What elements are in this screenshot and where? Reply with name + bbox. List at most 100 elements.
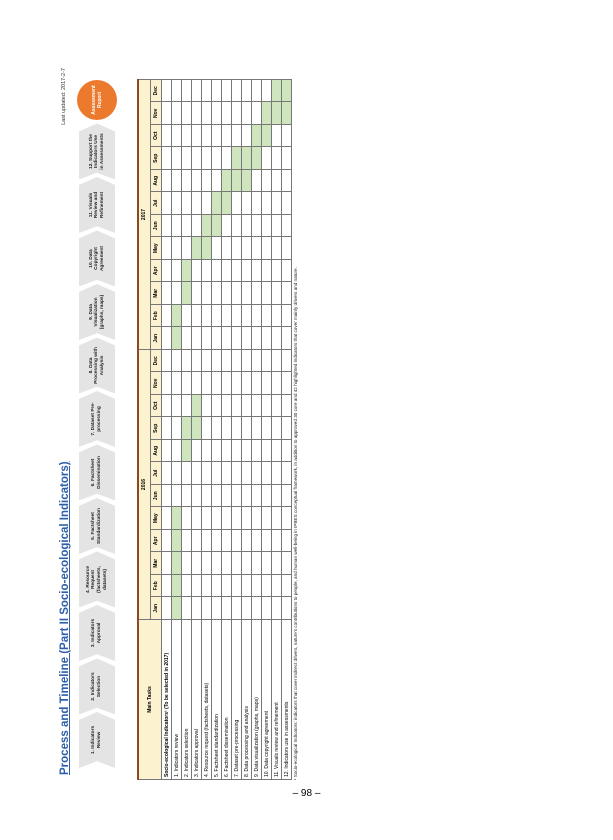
cell (231, 574, 242, 597)
cell (231, 394, 242, 417)
cell (201, 574, 212, 597)
rotated-page: Process and Timeline (Part II Socio-ecol… (55, 60, 305, 780)
cell (261, 439, 272, 462)
step-chevron: 7. Dataset Pre-processing (79, 391, 115, 447)
cell (191, 552, 202, 575)
cell (251, 552, 262, 575)
cell (231, 259, 242, 282)
cell (211, 304, 222, 327)
cell (251, 507, 262, 530)
task-row: 5. Factsheet standardization (211, 79, 222, 780)
cell (231, 597, 242, 620)
cell (171, 102, 182, 125)
cell (241, 462, 252, 485)
cell (181, 124, 192, 147)
cell (281, 259, 292, 282)
shaded-cell (171, 304, 182, 327)
cell (271, 349, 282, 372)
cell (281, 439, 292, 462)
cell (281, 192, 292, 215)
shaded-cell (171, 507, 182, 530)
cell (281, 597, 292, 620)
cell (231, 102, 242, 125)
cell (161, 462, 172, 485)
cell (191, 484, 202, 507)
cell (241, 327, 252, 350)
cell (231, 439, 242, 462)
cell (161, 372, 172, 395)
cell (261, 237, 272, 260)
cell (211, 597, 222, 620)
cell (271, 259, 282, 282)
cell (251, 214, 262, 237)
step-chevron: 2. Indicators Selection (79, 659, 115, 715)
cell (241, 304, 252, 327)
cell (191, 529, 202, 552)
shaded-cell (251, 124, 262, 147)
cell (241, 214, 252, 237)
cell (221, 349, 232, 372)
cell (231, 327, 242, 350)
shaded-cell (251, 147, 262, 170)
cell (221, 102, 232, 125)
cell (221, 597, 232, 620)
month-header: Dec (150, 79, 162, 102)
cell (181, 147, 192, 170)
cell (161, 192, 172, 215)
step-label: 10. Data Copyright Agreement (88, 245, 105, 272)
cell (181, 507, 192, 530)
shaded-cell (261, 124, 272, 147)
shaded-cell (271, 102, 282, 125)
cell (241, 484, 252, 507)
cell (251, 597, 262, 620)
task-label: 5. Factsheet standardization (211, 619, 222, 780)
cell (201, 169, 212, 192)
cell (221, 552, 232, 575)
cell (181, 484, 192, 507)
cell (241, 192, 252, 215)
cell (261, 327, 272, 350)
cell (241, 102, 252, 125)
cell (221, 529, 232, 552)
month-header: Apr (150, 259, 162, 282)
cell (261, 574, 272, 597)
cell (261, 304, 272, 327)
footnote: ¹ Socio-ecological Indicators: indicator… (293, 267, 298, 780)
cell (171, 282, 182, 305)
month-header: Mar (150, 282, 162, 305)
task-label: 10. Data copyright agreement (261, 619, 272, 780)
cell (281, 462, 292, 485)
month-header: Aug (150, 439, 162, 462)
cell (221, 79, 232, 102)
cell (181, 372, 192, 395)
cell (221, 147, 232, 170)
month-header: Oct (150, 394, 162, 417)
step-label: 12. Support the Indicators Use in Assess… (88, 133, 105, 170)
month-header: Nov (150, 102, 162, 125)
cell (231, 507, 242, 530)
cell (251, 304, 262, 327)
task-label: 6. Factsheet dissemination (221, 619, 232, 780)
shaded-cell (171, 327, 182, 350)
shaded-cell (181, 259, 192, 282)
cell (201, 507, 212, 530)
cell (191, 214, 202, 237)
cell (281, 282, 292, 305)
month-header: Sep (150, 417, 162, 440)
cell (271, 529, 282, 552)
cell (171, 169, 182, 192)
cell (171, 462, 182, 485)
cell (221, 417, 232, 440)
cell (201, 282, 212, 305)
cell (161, 552, 172, 575)
cell (281, 327, 292, 350)
cell (211, 147, 222, 170)
cell (261, 507, 272, 530)
cell (161, 417, 172, 440)
cell (231, 349, 242, 372)
cell (241, 529, 252, 552)
cell (201, 462, 212, 485)
cell (271, 394, 282, 417)
cell (231, 304, 242, 327)
cell (221, 237, 232, 260)
